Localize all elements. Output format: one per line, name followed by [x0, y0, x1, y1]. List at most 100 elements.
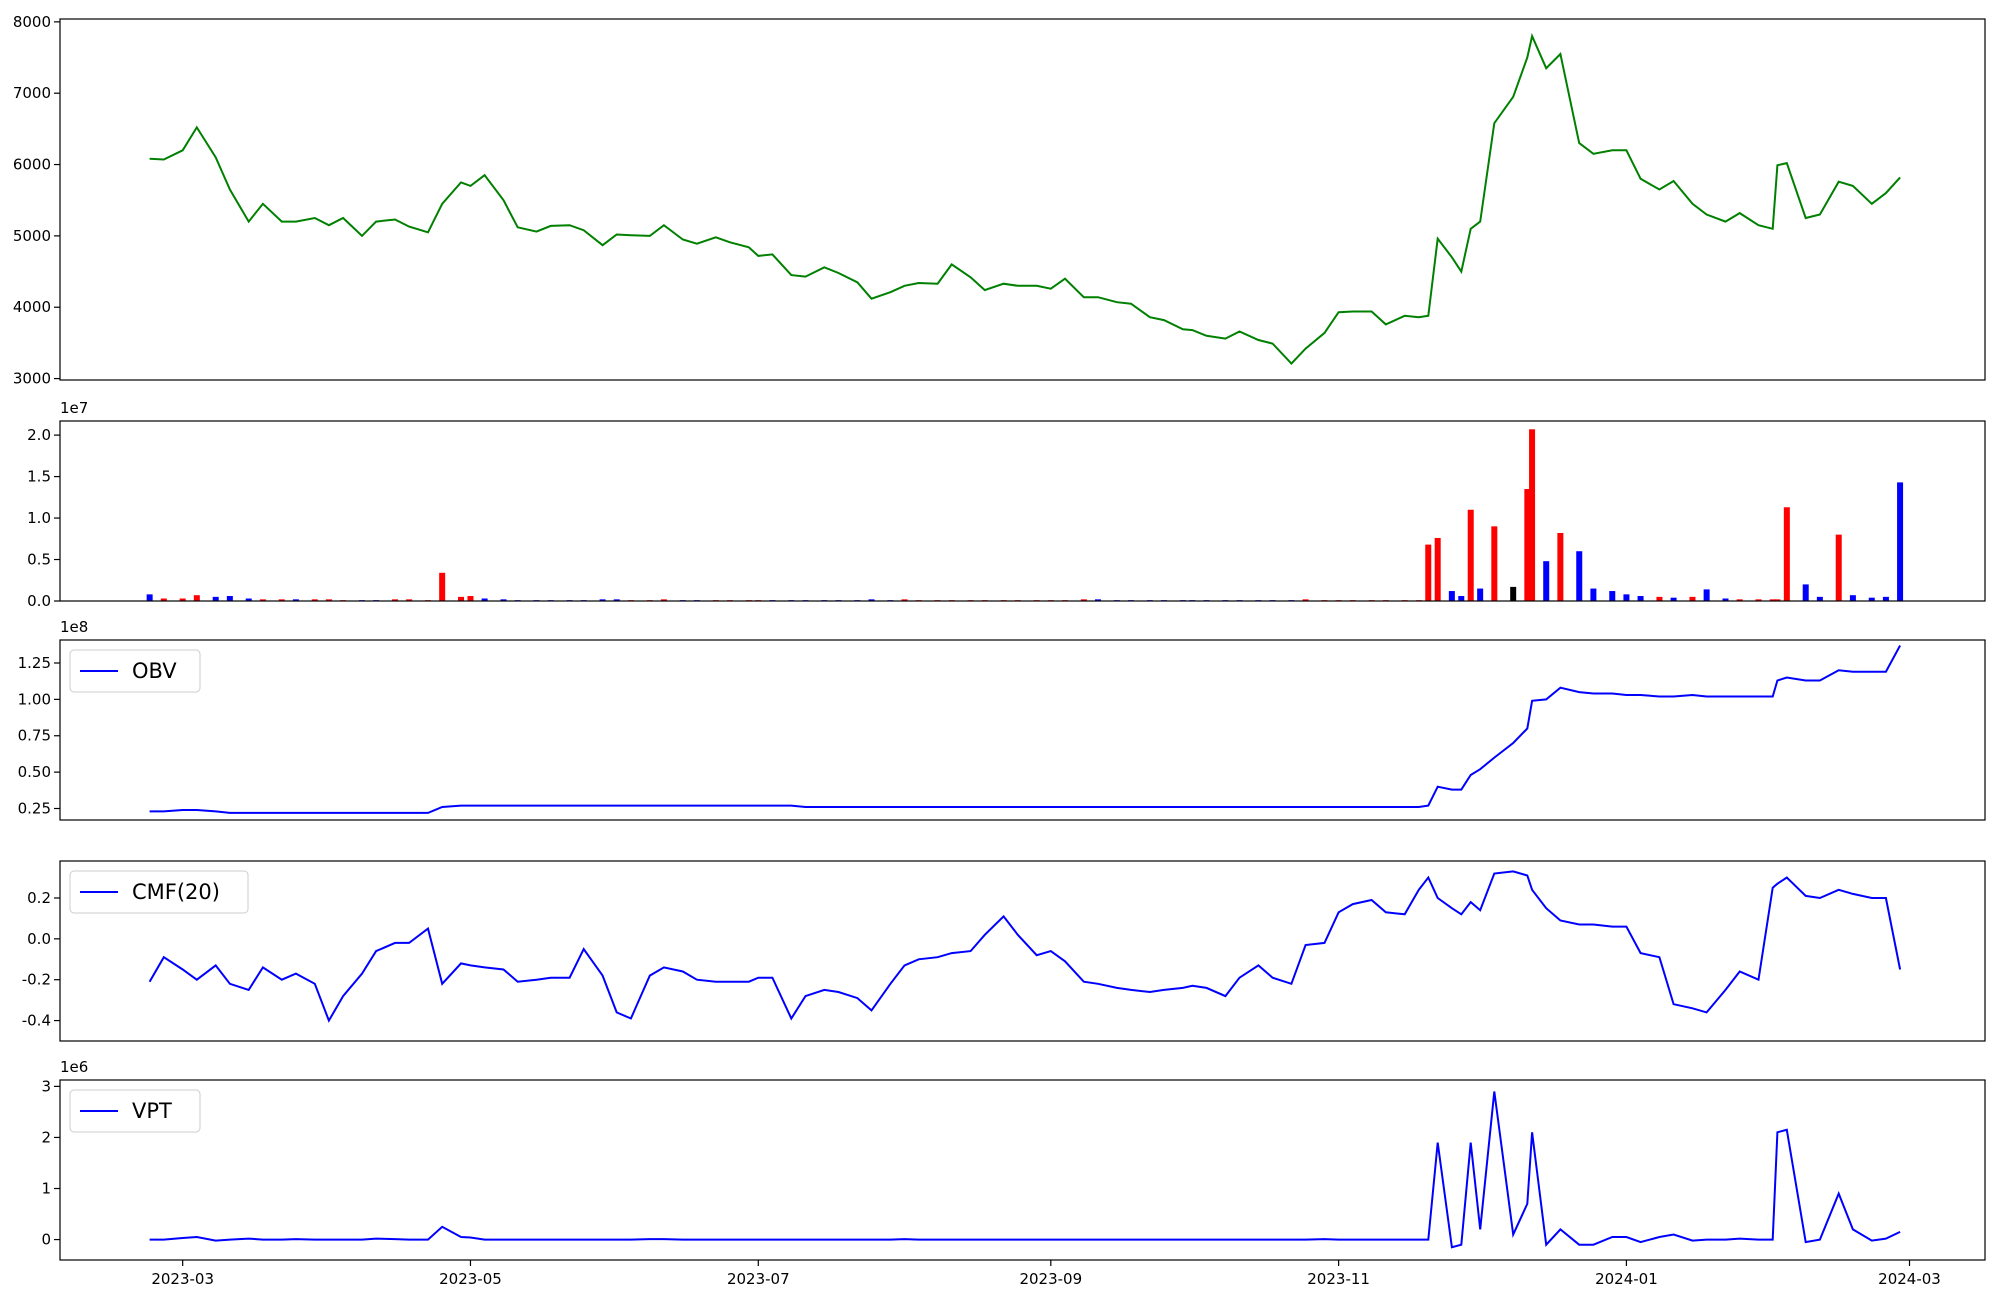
volume-bar	[481, 598, 488, 601]
volume-bar	[1637, 596, 1644, 601]
volume-bar	[226, 596, 233, 601]
y-tick-label: 0.5	[27, 551, 51, 569]
volume-bar	[1882, 596, 1889, 601]
volume-bar	[1302, 599, 1309, 601]
volume-bar	[1736, 599, 1743, 601]
y-tick-label: 0.2	[27, 889, 51, 907]
volume-bar	[1769, 599, 1776, 601]
y-tick-label: 6000	[13, 156, 51, 174]
axes-frame	[59, 18, 1986, 381]
axes-frame	[59, 1079, 1986, 1261]
axes-frame	[59, 860, 1986, 1042]
series-line	[148, 870, 1902, 1023]
volume-bar	[1835, 534, 1842, 601]
x-tick-label: 2023-11	[1307, 1270, 1370, 1288]
volume-bar	[1590, 588, 1597, 601]
volume-bar	[1816, 596, 1823, 601]
legend-box	[69, 870, 249, 914]
volume-bar	[146, 594, 153, 601]
volume-bar	[1425, 544, 1432, 601]
y-tick-label: 1.00	[18, 690, 51, 708]
volume-bar	[1094, 599, 1101, 601]
volume-bar	[1689, 596, 1696, 601]
volume-bar	[1557, 532, 1564, 601]
legend-box	[69, 649, 201, 693]
axes-frame	[59, 420, 1986, 602]
volume-bar	[245, 598, 252, 601]
volume-bar	[292, 599, 299, 601]
volume-bar	[1510, 586, 1517, 601]
volume-bar	[212, 596, 219, 601]
volume-bar	[500, 599, 507, 601]
volume-bar	[259, 599, 266, 601]
volume-bar	[599, 599, 606, 601]
volume-bar	[868, 599, 875, 601]
volume-bar	[467, 596, 474, 601]
x-tick-label: 2023-09	[1019, 1270, 1082, 1288]
volume-bar	[1670, 597, 1677, 601]
volume-bar	[179, 598, 186, 601]
y-tick-label: 0.75	[18, 727, 51, 745]
y-tick-label: 3000	[13, 370, 51, 388]
volume-bar	[1722, 598, 1729, 601]
y-tick-label: 1.0	[27, 509, 51, 527]
y-tick-label: 0	[41, 1231, 51, 1249]
volume-bar	[1491, 526, 1498, 601]
x-tick-label: 2023-07	[727, 1270, 790, 1288]
x-tick-label: 2024-01	[1595, 1270, 1658, 1288]
volume-bar	[1868, 597, 1875, 601]
legend-label: CMF(20)	[132, 880, 220, 904]
volume-bar	[1897, 482, 1904, 601]
volume-bar	[1080, 599, 1087, 601]
y-tick-label: 7000	[13, 84, 51, 102]
volume-bar	[1774, 599, 1781, 601]
volume-bar	[1434, 537, 1441, 601]
volume-bar	[1783, 507, 1790, 601]
y-tick-label: -0.4	[22, 1012, 51, 1030]
series-line	[149, 645, 1901, 814]
volume-bar	[439, 572, 446, 601]
x-tick-label: 2023-03	[151, 1270, 214, 1288]
volume-bar	[1529, 429, 1536, 601]
legend-label: OBV	[132, 659, 177, 683]
y-tick-label: 2.0	[27, 426, 51, 444]
y-tick-label: 0.50	[18, 763, 51, 781]
y-tick-label: 0.0	[27, 930, 51, 948]
volume-bar	[1849, 595, 1856, 601]
volume-bar	[160, 598, 167, 601]
x-tick-label: 2024-03	[1878, 1270, 1941, 1288]
y-tick-label: 1.25	[18, 654, 51, 672]
volume-bar	[311, 599, 318, 601]
axis-offset-label: 1e8	[60, 618, 88, 636]
y-tick-label: 0.0	[27, 592, 51, 610]
y-tick-label: 8000	[13, 13, 51, 31]
y-tick-label: 4000	[13, 298, 51, 316]
volume-bar	[1543, 561, 1550, 601]
volume-bar	[1448, 591, 1455, 601]
volume-bar	[660, 599, 667, 601]
y-tick-label: -0.2	[22, 971, 51, 989]
axis-offset-label: 1e7	[60, 399, 88, 417]
volume-bar	[278, 599, 285, 601]
volume-bar	[613, 599, 620, 601]
volume-bar	[1703, 589, 1710, 601]
legend-box	[69, 1089, 201, 1133]
volume-bar	[1576, 551, 1583, 601]
volume-bar	[406, 599, 413, 601]
legend-label: VPT	[132, 1099, 172, 1123]
volume-bar	[458, 596, 465, 601]
volume-bar	[1623, 594, 1630, 601]
volume-bar	[1524, 489, 1531, 601]
y-tick-label: 1	[41, 1180, 51, 1198]
x-tick-label: 2023-05	[439, 1270, 502, 1288]
axis-offset-label: 1e6	[60, 1058, 88, 1076]
volume-bar	[1802, 584, 1809, 601]
volume-bar	[193, 595, 200, 601]
y-tick-label: 2	[41, 1128, 51, 1146]
volume-bar	[1609, 591, 1616, 601]
series-line	[149, 32, 1901, 366]
volume-bar	[1458, 596, 1465, 601]
volume-bar	[1477, 588, 1484, 601]
y-tick-label: 1.5	[27, 468, 51, 486]
y-tick-label: 0.25	[18, 800, 51, 818]
